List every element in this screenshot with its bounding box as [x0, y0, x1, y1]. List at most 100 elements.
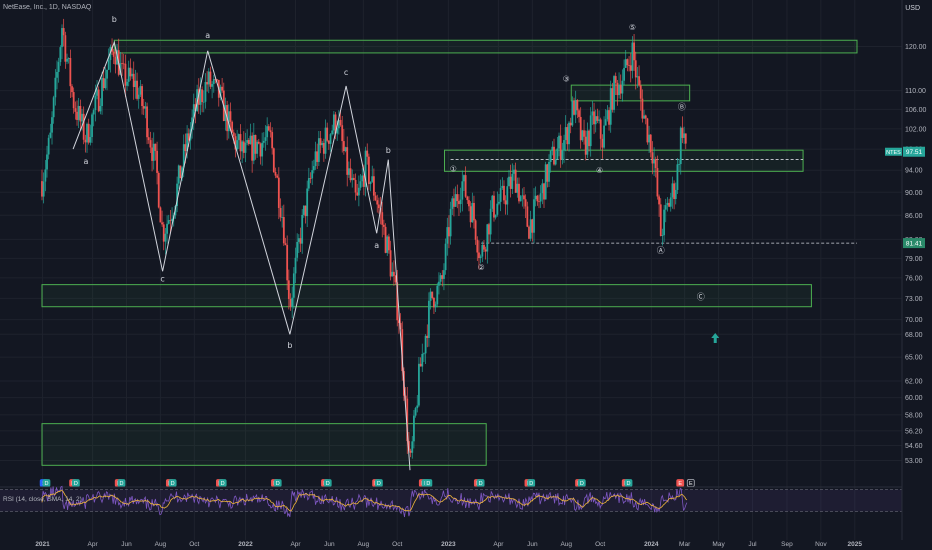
- event-marker-label: D: [276, 481, 280, 487]
- time-tick-label: Sep: [781, 541, 793, 548]
- zone-box[interactable]: [113, 39, 858, 54]
- candle-body: [384, 226, 387, 253]
- candle-body: [249, 135, 252, 145]
- candle-body: [216, 79, 219, 81]
- candle-body: [559, 135, 562, 160]
- candle-body: [382, 224, 385, 227]
- candle-body: [524, 199, 527, 207]
- candle-body: [541, 183, 544, 194]
- time-tick-label: Oct: [189, 541, 199, 548]
- candle-body: [272, 148, 275, 173]
- zone-box[interactable]: [41, 284, 812, 308]
- candle-body: [431, 291, 434, 298]
- candle-body: [352, 177, 355, 180]
- candle-body: [489, 208, 492, 235]
- zone-box[interactable]: [443, 149, 804, 172]
- candle-body: [209, 71, 212, 87]
- candle-body: [501, 185, 504, 189]
- candle-body: [466, 196, 469, 201]
- candle-body: [42, 181, 45, 197]
- candle-body: [72, 92, 75, 109]
- candle-body: [344, 147, 347, 152]
- candle-body: [514, 169, 517, 193]
- candle-body: [644, 115, 647, 119]
- event-markers-layer[interactable]: SDEDEDEDEDEDEDEDEDDEDEDEDEDEE: [39, 479, 695, 488]
- candle-body: [584, 136, 587, 155]
- candle-body: [568, 122, 570, 145]
- candle-body: [276, 175, 279, 178]
- candle-body: [126, 81, 128, 86]
- candle-body: [661, 235, 664, 236]
- candle-body: [508, 176, 510, 187]
- zones-layer[interactable]: [41, 39, 858, 466]
- zone-box[interactable]: [570, 84, 691, 102]
- candle-body: [668, 202, 670, 207]
- candle-body: [307, 178, 310, 189]
- candle-body: [636, 76, 639, 78]
- candle-body: [114, 56, 117, 65]
- candle-body: [124, 63, 127, 86]
- candle-body: [391, 271, 394, 277]
- candle-body: [471, 202, 474, 223]
- candle-body: [519, 196, 522, 202]
- candle-body: [162, 224, 165, 242]
- candle-body: [271, 132, 274, 149]
- candle-body: [179, 165, 182, 179]
- event-marker-label: D: [171, 481, 175, 487]
- candle-body: [649, 134, 652, 153]
- candle-body: [199, 89, 202, 105]
- candle-body: [459, 199, 462, 205]
- price-tick-label: 86.00: [905, 213, 923, 220]
- candle-body: [464, 175, 467, 197]
- candle-body: [448, 227, 450, 237]
- candle-body: [544, 164, 547, 200]
- candle-body: [59, 47, 62, 63]
- candle-body: [44, 169, 47, 182]
- candle-body: [377, 204, 380, 209]
- candle-body: [469, 206, 472, 223]
- wave-lines-layer[interactable]: [72, 40, 411, 471]
- candle-body: [463, 175, 465, 182]
- candle-body: [486, 224, 489, 252]
- candle-body: [201, 89, 204, 103]
- wave-label: Ⓒ: [697, 293, 705, 302]
- candle-body: [583, 130, 585, 137]
- rsi-line[interactable]: [41, 485, 688, 518]
- candle-body: [503, 185, 505, 201]
- candle-body: [376, 200, 379, 205]
- candle-body: [529, 219, 532, 239]
- candle-body: [67, 58, 70, 59]
- candle-body: [107, 60, 110, 70]
- candle-body: [254, 134, 257, 154]
- candle-body: [329, 134, 332, 144]
- zone-box[interactable]: [41, 423, 487, 466]
- candle-body: [496, 203, 499, 215]
- time-tick-label: Apr: [290, 541, 301, 548]
- candle-body: [106, 69, 108, 79]
- price-tick-label: 58.00: [905, 412, 923, 419]
- candle-body: [77, 105, 80, 120]
- candle-body: [506, 186, 509, 205]
- candle-body: [394, 275, 397, 283]
- price-tag-value: 81.41: [906, 241, 923, 248]
- candle-body: [321, 142, 324, 146]
- candle-body: [212, 79, 215, 85]
- candle-body: [82, 113, 85, 140]
- candle-body: [66, 58, 68, 62]
- candle-body: [127, 67, 130, 82]
- candle-body: [317, 138, 320, 162]
- candle-body: [476, 239, 479, 253]
- wave-label: a: [374, 241, 379, 250]
- candle-body: [653, 159, 655, 164]
- candle-body: [539, 193, 542, 202]
- time-tick-label: Jul: [748, 541, 757, 548]
- rsi-ma-line[interactable]: [41, 490, 688, 512]
- time-tick-label: Jun: [324, 541, 335, 548]
- event-marker-label: D: [74, 481, 78, 487]
- candle-body: [558, 135, 560, 149]
- candle-body: [286, 244, 289, 281]
- time-tick-label: Nov: [815, 541, 827, 548]
- wave-line[interactable]: [72, 40, 411, 471]
